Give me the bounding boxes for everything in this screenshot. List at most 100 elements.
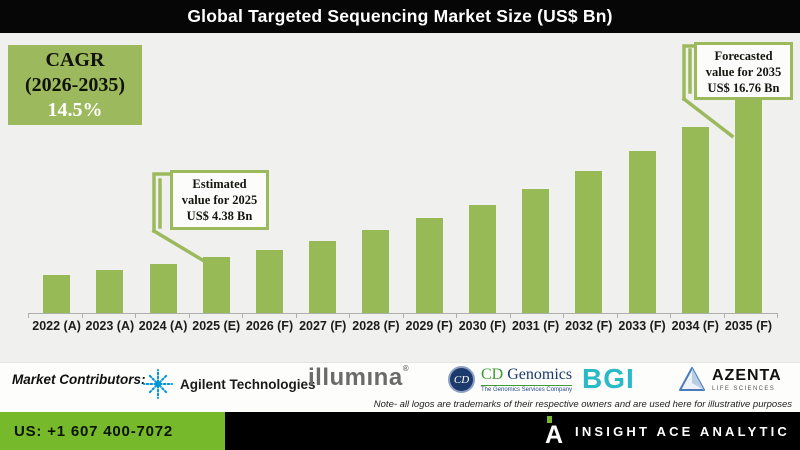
market-contributors-label: Market Contributors: <box>12 372 146 387</box>
bar-slot <box>349 100 402 313</box>
axis-tick <box>777 314 778 318</box>
axis-tick <box>188 314 190 318</box>
bar-chart <box>30 100 775 313</box>
bar-2022 <box>43 274 71 313</box>
agilent-starburst-icon <box>143 369 173 399</box>
bar-2023 <box>96 269 124 313</box>
axis-tick <box>509 314 511 318</box>
axis-tick <box>242 314 243 318</box>
bar-slot <box>243 100 296 313</box>
azenta-logo: AZENTA LIFE SCIENCES <box>678 366 782 393</box>
cd-genomics-tagline: The Genomics Services Company <box>481 385 573 393</box>
bgi-logo: BGI <box>582 363 635 395</box>
bar-2034 <box>681 126 709 313</box>
bar-slot <box>562 100 615 313</box>
bar-slot <box>83 100 136 313</box>
bar-2035 <box>734 100 762 313</box>
axis-tick <box>135 314 136 318</box>
agilent-logo-text: Agilent Technologies <box>180 376 316 392</box>
insight-ace-brand: A INSIGHT ACE ANALYTIC <box>545 412 790 450</box>
illumina-logo-text: illumına® <box>308 364 410 391</box>
x-axis-ticks <box>28 314 778 318</box>
x-axis-label: 2023 (A) <box>85 319 135 333</box>
cagr-value: 14.5% <box>47 99 103 121</box>
logo-green-tick <box>547 416 553 423</box>
axis-tick <box>563 314 564 318</box>
cagr-label: CAGR <box>45 49 105 71</box>
bar-2032 <box>575 171 603 313</box>
bar-slot <box>509 100 562 313</box>
axis-tick <box>456 314 457 318</box>
x-axis-label: 2033 (F) <box>618 319 666 333</box>
bar-slot <box>403 100 456 313</box>
phone-number: US: +1 607 400-7072 <box>0 412 225 450</box>
forecasted-value: US$ 16.76 Bn <box>707 81 780 95</box>
bar-2030 <box>468 204 496 313</box>
bar-slot <box>190 100 243 313</box>
axis-tick <box>349 314 350 318</box>
axis-tick <box>295 314 297 318</box>
x-axis-label: 2029 (F) <box>405 319 453 333</box>
bgi-logo-text: BGI <box>582 363 635 394</box>
axis-tick <box>81 314 83 318</box>
axis-tick <box>28 314 29 318</box>
estimated-line1: Estimated <box>192 177 247 191</box>
estimated-value: US$ 4.38 Bn <box>186 209 253 223</box>
bar-2028 <box>362 230 390 313</box>
x-axis-label: 2032 (F) <box>565 319 613 333</box>
axis-tick <box>402 314 404 318</box>
bar-slot <box>456 100 509 313</box>
x-axis-label: 2034 (F) <box>671 319 719 333</box>
bar-slot <box>722 100 775 313</box>
illumina-logo: illumına® <box>308 364 409 392</box>
x-axis-label: 2027 (F) <box>299 319 347 333</box>
x-axis-label: 2024 (A) <box>138 319 188 333</box>
cd-genomics-roundel-icon: CD <box>448 366 475 393</box>
azenta-logo-text: AZENTA <box>712 367 782 384</box>
x-axis-line <box>28 313 778 314</box>
contributors-strip <box>0 362 800 412</box>
estimated-value-callout: Estimated value for 2025 US$ 4.38 Bn <box>170 170 269 230</box>
bar-2025 <box>202 257 230 313</box>
x-axis-label: 2035 (F) <box>724 319 773 333</box>
cagr-badge: CAGR (2026-2035) 14.5% <box>8 45 142 125</box>
bar-slot <box>136 100 189 313</box>
chart-title: Global Targeted Sequencing Market Size (… <box>187 6 613 26</box>
x-axis-label: 2026 (F) <box>245 319 294 333</box>
x-axis-label: 2028 (F) <box>352 319 400 333</box>
x-axis-label: 2030 (F) <box>458 319 506 333</box>
cagr-period: (2026-2035) <box>25 74 125 96</box>
x-axis-label: 2025 (E) <box>192 319 241 333</box>
bar-2033 <box>628 150 656 313</box>
x-axis-label: 2022 (A) <box>32 319 81 333</box>
bar-2031 <box>522 189 550 313</box>
x-axis-labels: 2022 (A) 2023 (A) 2024 (A) 2025 (E) 2026 (F)… <box>30 319 775 333</box>
chart-title-bar: Global Targeted Sequencing Market Size (… <box>0 0 800 33</box>
insight-ace-brand-text: INSIGHT ACE ANALYTIC <box>575 423 790 439</box>
bar-slot <box>30 100 83 313</box>
bar-slot <box>669 100 722 313</box>
agilent-logo: Agilent Technologies <box>143 369 316 399</box>
bar-2027 <box>309 240 337 313</box>
forecasted-line2: value for 2035 <box>705 65 782 79</box>
trademark-note: Note- all logos are trademarks of their … <box>373 399 792 410</box>
footer-bar: US: +1 607 400-7072 A INSIGHT ACE ANALYT… <box>0 412 800 450</box>
cd-genomics-logo-text: CD Genomics <box>481 366 573 383</box>
insight-ace-logo-icon: A <box>545 416 563 448</box>
bar-slot <box>615 100 668 313</box>
bar-slot <box>296 100 349 313</box>
estimated-line2: value for 2025 <box>181 193 258 207</box>
axis-tick <box>670 314 671 318</box>
azenta-triangle-icon <box>679 367 705 391</box>
azenta-logo-subtext: LIFE SCIENCES <box>712 386 776 392</box>
bar-2026 <box>255 250 283 313</box>
bar-2029 <box>415 218 443 313</box>
axis-tick <box>723 314 725 318</box>
forecasted-line1: Forecasted <box>714 49 773 63</box>
cd-genomics-logo: CD CD Genomics The Genomics Services Com… <box>448 366 573 393</box>
bar-2024 <box>149 263 177 313</box>
axis-tick <box>616 314 618 318</box>
forecasted-value-callout: Forecasted value for 2035 US$ 16.76 Bn <box>694 42 793 100</box>
x-axis-label: 2031 (F) <box>511 319 560 333</box>
